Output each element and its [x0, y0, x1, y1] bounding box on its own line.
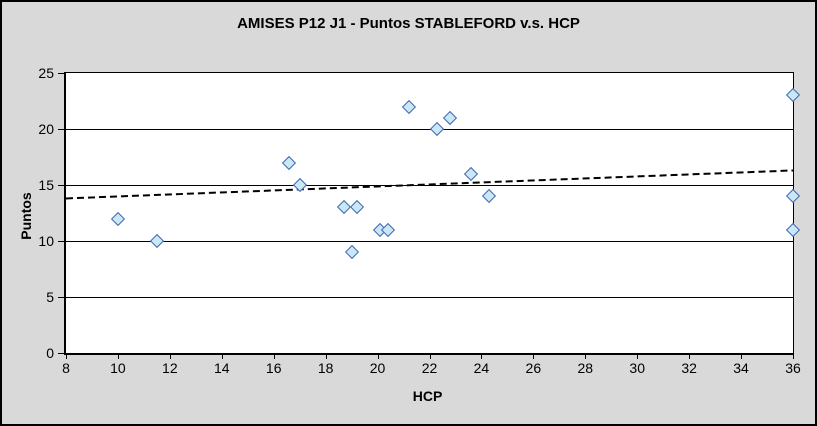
x-tick-label: 36 [785, 360, 801, 376]
x-tick-mark [793, 354, 794, 359]
x-tick-label: 34 [733, 360, 749, 376]
y-tick-label: 15 [38, 177, 54, 193]
y-tick-label: 5 [46, 289, 54, 305]
x-tick-mark [481, 354, 483, 359]
gridline [66, 185, 793, 186]
x-tick-label: 10 [110, 360, 126, 376]
x-tick-mark [585, 354, 587, 359]
x-tick-mark [429, 354, 431, 359]
y-tick-label: 20 [38, 121, 54, 137]
x-tick-mark [325, 354, 327, 359]
gridline [66, 129, 793, 130]
y-tick-label: 25 [38, 65, 54, 81]
x-tick-label: 28 [577, 360, 594, 376]
x-tick-label: 18 [317, 360, 334, 376]
x-tick-label: 22 [421, 360, 438, 376]
x-tick-label: 26 [525, 360, 542, 376]
y-tick-mark [58, 353, 64, 354]
y-axis-title: Puntos [18, 192, 34, 240]
x-tick-mark [169, 354, 171, 359]
y-tick-mark [58, 241, 64, 242]
x-tick-mark [377, 354, 379, 359]
y-tick-mark [58, 129, 64, 130]
x-tick-mark [741, 354, 743, 359]
x-axis-title: HCP [412, 388, 443, 404]
gridline [66, 297, 793, 298]
x-tick-mark [221, 354, 223, 359]
x-tick-mark [66, 354, 67, 359]
x-tick-label: 20 [369, 360, 386, 376]
x-tick-label: 32 [681, 360, 697, 376]
y-tick-mark [58, 297, 64, 298]
y-tick-label: 0 [46, 345, 54, 361]
x-tick-label: 12 [162, 360, 178, 376]
plot-area [64, 72, 801, 355]
trendline [65, 169, 794, 200]
x-tick-mark [533, 354, 535, 359]
y-tick-mark [58, 73, 64, 74]
y-tick-label: 10 [38, 233, 54, 249]
chart-title: AMISES P12 J1 - Puntos STABLEFORD v.s. H… [237, 15, 580, 32]
x-tick-mark [637, 354, 639, 359]
gridline [66, 241, 793, 242]
x-tick-label: 30 [629, 360, 645, 376]
x-tick-mark [689, 354, 691, 359]
x-tick-label: 24 [473, 360, 490, 376]
y-tick-mark [58, 185, 64, 186]
x-tick-mark [273, 354, 275, 359]
x-tick-label: 14 [213, 360, 230, 376]
x-tick-mark [117, 354, 119, 359]
x-tick-label: 8 [62, 360, 70, 376]
x-tick-label: 16 [265, 360, 282, 376]
